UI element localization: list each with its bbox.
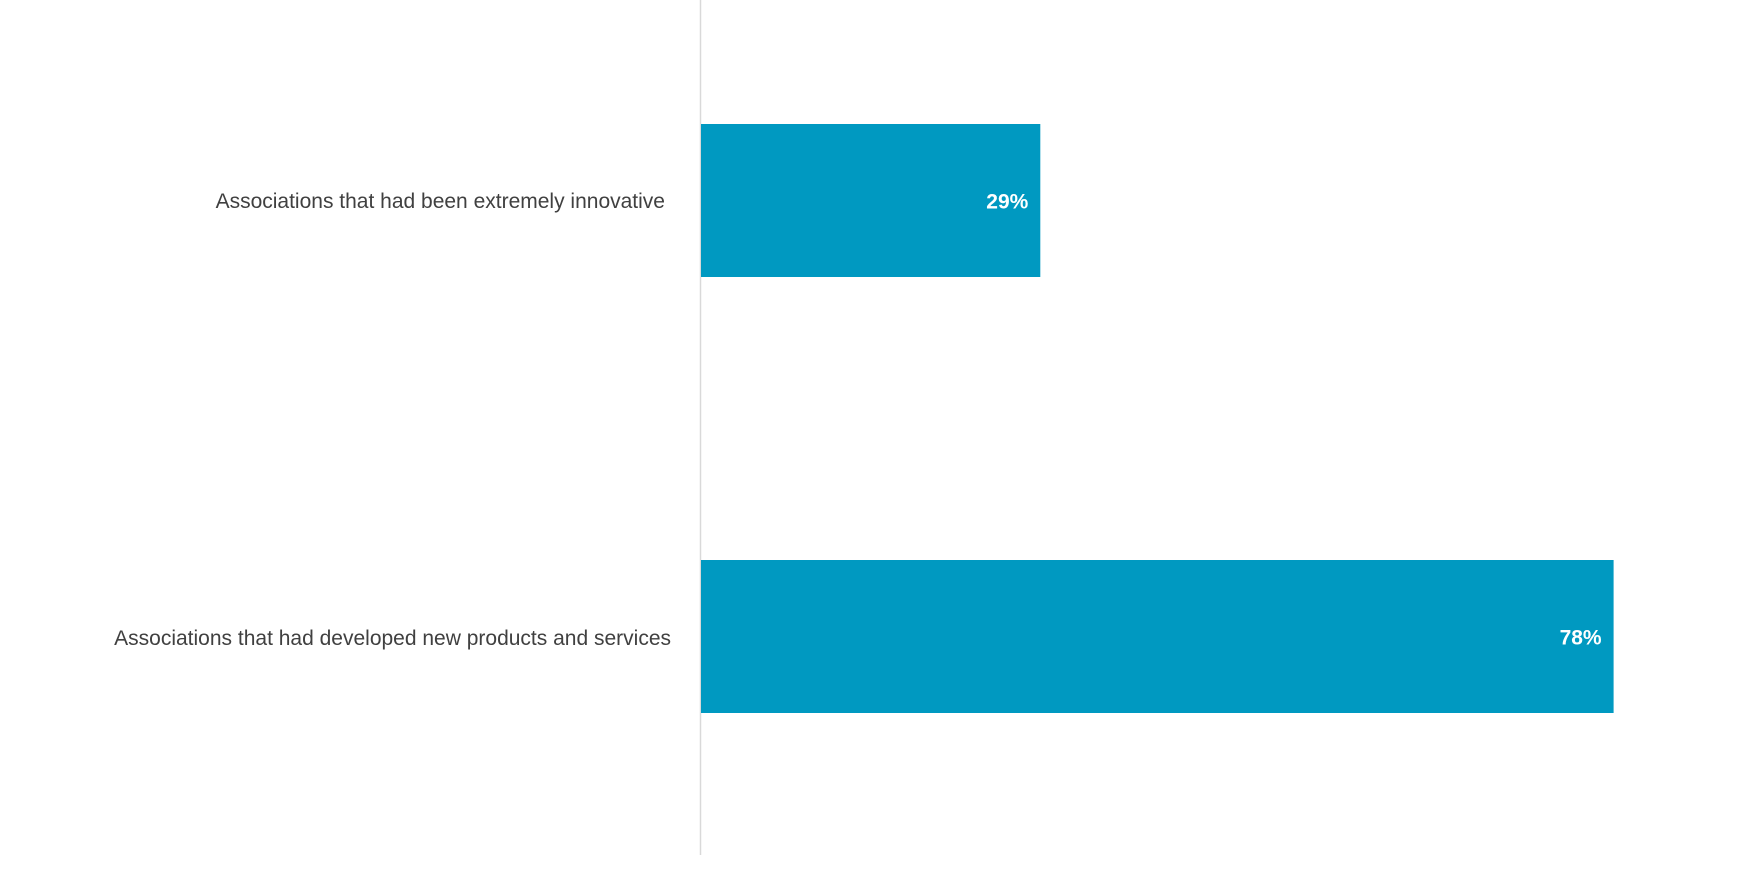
category-label-0: Associations that had been extremely inn… — [216, 190, 665, 213]
bar-1 — [701, 560, 1614, 713]
data-label-1: 78% — [1560, 627, 1602, 650]
category-label-1: Associations that had developed new prod… — [114, 627, 671, 650]
data-label-0: 29% — [986, 191, 1028, 214]
bar-0 — [701, 124, 1041, 277]
